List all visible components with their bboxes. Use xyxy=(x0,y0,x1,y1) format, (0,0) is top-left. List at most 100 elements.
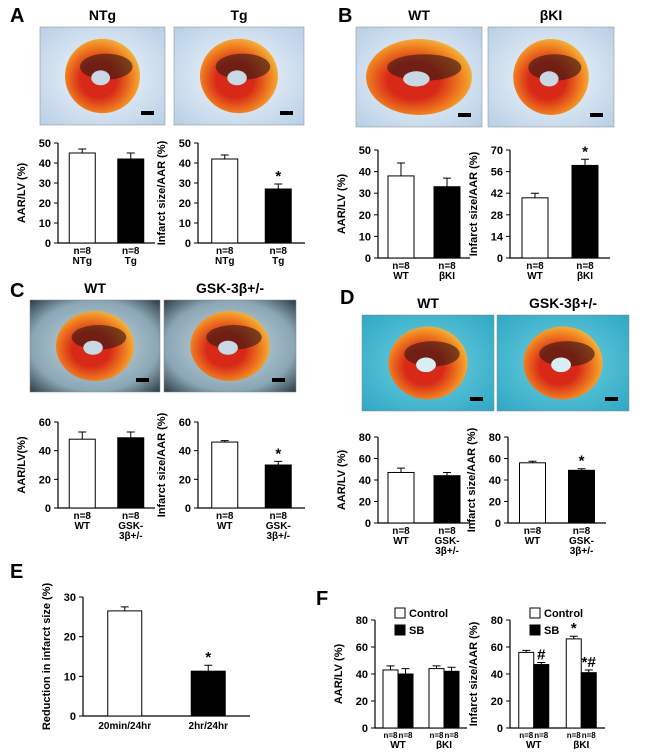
n-label: n=8 xyxy=(438,261,456,272)
scale-bar xyxy=(458,113,471,117)
bar xyxy=(387,471,415,524)
error-bar xyxy=(220,440,229,443)
x-tick-label: GSK-3β+/- xyxy=(118,521,143,542)
legend-swatch xyxy=(529,607,541,619)
y-tick-label: 40 xyxy=(39,158,51,170)
y-axis-label: AAR/LV (%) xyxy=(333,644,345,705)
y-tick-label: 20 xyxy=(39,198,51,210)
y-tick-label: 56 xyxy=(491,167,503,179)
n-label: n=8 xyxy=(444,731,459,740)
y-tick-label: 10 xyxy=(359,231,371,243)
x-tick-label: βKI xyxy=(573,740,589,749)
y-axis-label: AAR/LV (%) xyxy=(336,450,348,511)
y-tick-label: 50 xyxy=(359,145,371,157)
y-axis-label: Infarct size/AAR (%) xyxy=(156,140,168,245)
heart-dark xyxy=(206,325,262,350)
n-label: n=8 xyxy=(73,246,91,257)
error-bar xyxy=(432,665,441,669)
y-tick-label: 60 xyxy=(179,417,191,429)
y-tick-label: 20 xyxy=(359,497,371,509)
panel-letter: C xyxy=(10,280,24,302)
error-bar xyxy=(443,177,451,187)
error-bar xyxy=(447,666,456,672)
y-tick-label: 40 xyxy=(491,669,503,681)
x-tick-label: GSK-3β+/- xyxy=(569,536,594,557)
y-tick-label: 40 xyxy=(356,669,368,681)
heart-dark xyxy=(404,341,460,367)
n-label: n=8 xyxy=(519,731,534,740)
n-label: n=8 xyxy=(573,526,591,537)
error-bar xyxy=(126,431,135,438)
y-axis-label: Infarct size/AAR (%) xyxy=(466,427,478,532)
y-tick-label: 20 xyxy=(39,474,51,486)
y-tick-label: 0 xyxy=(495,518,501,530)
image-label: WT xyxy=(408,7,430,23)
panel-letter: F xyxy=(316,588,328,610)
y-axis-label: Infarct size/AAR (%) xyxy=(156,412,168,517)
x-tick-label: Tg xyxy=(125,256,137,267)
y-axis-label: Infarct size/AAR (%) xyxy=(468,151,480,256)
panel-letter: B xyxy=(338,5,352,27)
y-axis-label: Reduction in infarct size (%) xyxy=(41,583,53,731)
lumen xyxy=(83,340,103,355)
y-tick-label: 50 xyxy=(179,138,191,150)
y-tick-label: 42 xyxy=(491,188,503,200)
y-tick-label: 60 xyxy=(356,642,368,654)
x-tick-label: GSK-3β+/- xyxy=(435,536,460,557)
n-label: n=8 xyxy=(438,526,456,537)
n-label: n=8 xyxy=(429,731,444,740)
significance-marker: *# xyxy=(582,654,597,671)
x-tick-label: βKI xyxy=(577,271,593,282)
y-tick-label: 10 xyxy=(39,218,51,230)
error-bar xyxy=(577,468,586,471)
y-tick-label: 40 xyxy=(489,475,501,487)
y-tick-label: 80 xyxy=(359,432,371,444)
y-axis-label: AAR/LV (%) xyxy=(16,163,28,224)
error-bar xyxy=(401,668,410,674)
image-label: Tg xyxy=(230,7,247,23)
bar xyxy=(571,164,599,259)
n-label: n=8 xyxy=(392,526,410,537)
legend-swatch xyxy=(529,624,541,636)
error-bar xyxy=(386,665,395,670)
y-tick-label: 30 xyxy=(359,188,371,200)
x-tick-label: Tg xyxy=(272,256,284,267)
bar xyxy=(211,441,239,509)
bar xyxy=(428,668,445,729)
error-bar xyxy=(569,635,578,639)
error-bar xyxy=(522,649,531,653)
lumen xyxy=(416,357,436,373)
y-tick-label: 10 xyxy=(64,671,76,683)
lumen xyxy=(403,71,430,87)
y-axis-label: AAR/LV (%) xyxy=(336,174,348,235)
x-tick-label: WT xyxy=(393,271,409,282)
y-tick-label: 20 xyxy=(179,474,191,486)
y-tick-label: 0 xyxy=(365,518,371,530)
n-label: n=8 xyxy=(269,511,287,522)
y-tick-label: 60 xyxy=(39,417,51,429)
n-label: n=8 xyxy=(122,511,140,522)
lumen xyxy=(551,357,571,373)
bar xyxy=(68,152,96,244)
y-tick-label: 60 xyxy=(489,454,501,466)
x-tick-label: NTg xyxy=(215,256,234,267)
y-tick-label: 20 xyxy=(491,696,503,708)
y-tick-label: 0 xyxy=(45,503,51,515)
bar xyxy=(211,158,239,244)
bar xyxy=(533,664,550,729)
y-tick-label: 0 xyxy=(365,253,371,265)
error-bar xyxy=(220,154,229,159)
y-axis-label: Infarct size/AAR (%) xyxy=(468,621,480,726)
error-bar xyxy=(274,460,283,465)
y-tick-label: 30 xyxy=(39,178,51,190)
bar xyxy=(264,188,292,244)
y-tick-label: 40 xyxy=(359,167,371,179)
bar xyxy=(580,672,597,729)
bar xyxy=(521,197,549,259)
n-label: n=8 xyxy=(582,731,597,740)
error-bar xyxy=(397,467,405,473)
legend-swatch xyxy=(394,624,406,636)
n-label: n=8 xyxy=(524,526,542,537)
error-bar xyxy=(204,664,213,672)
scale-bar xyxy=(605,397,618,401)
